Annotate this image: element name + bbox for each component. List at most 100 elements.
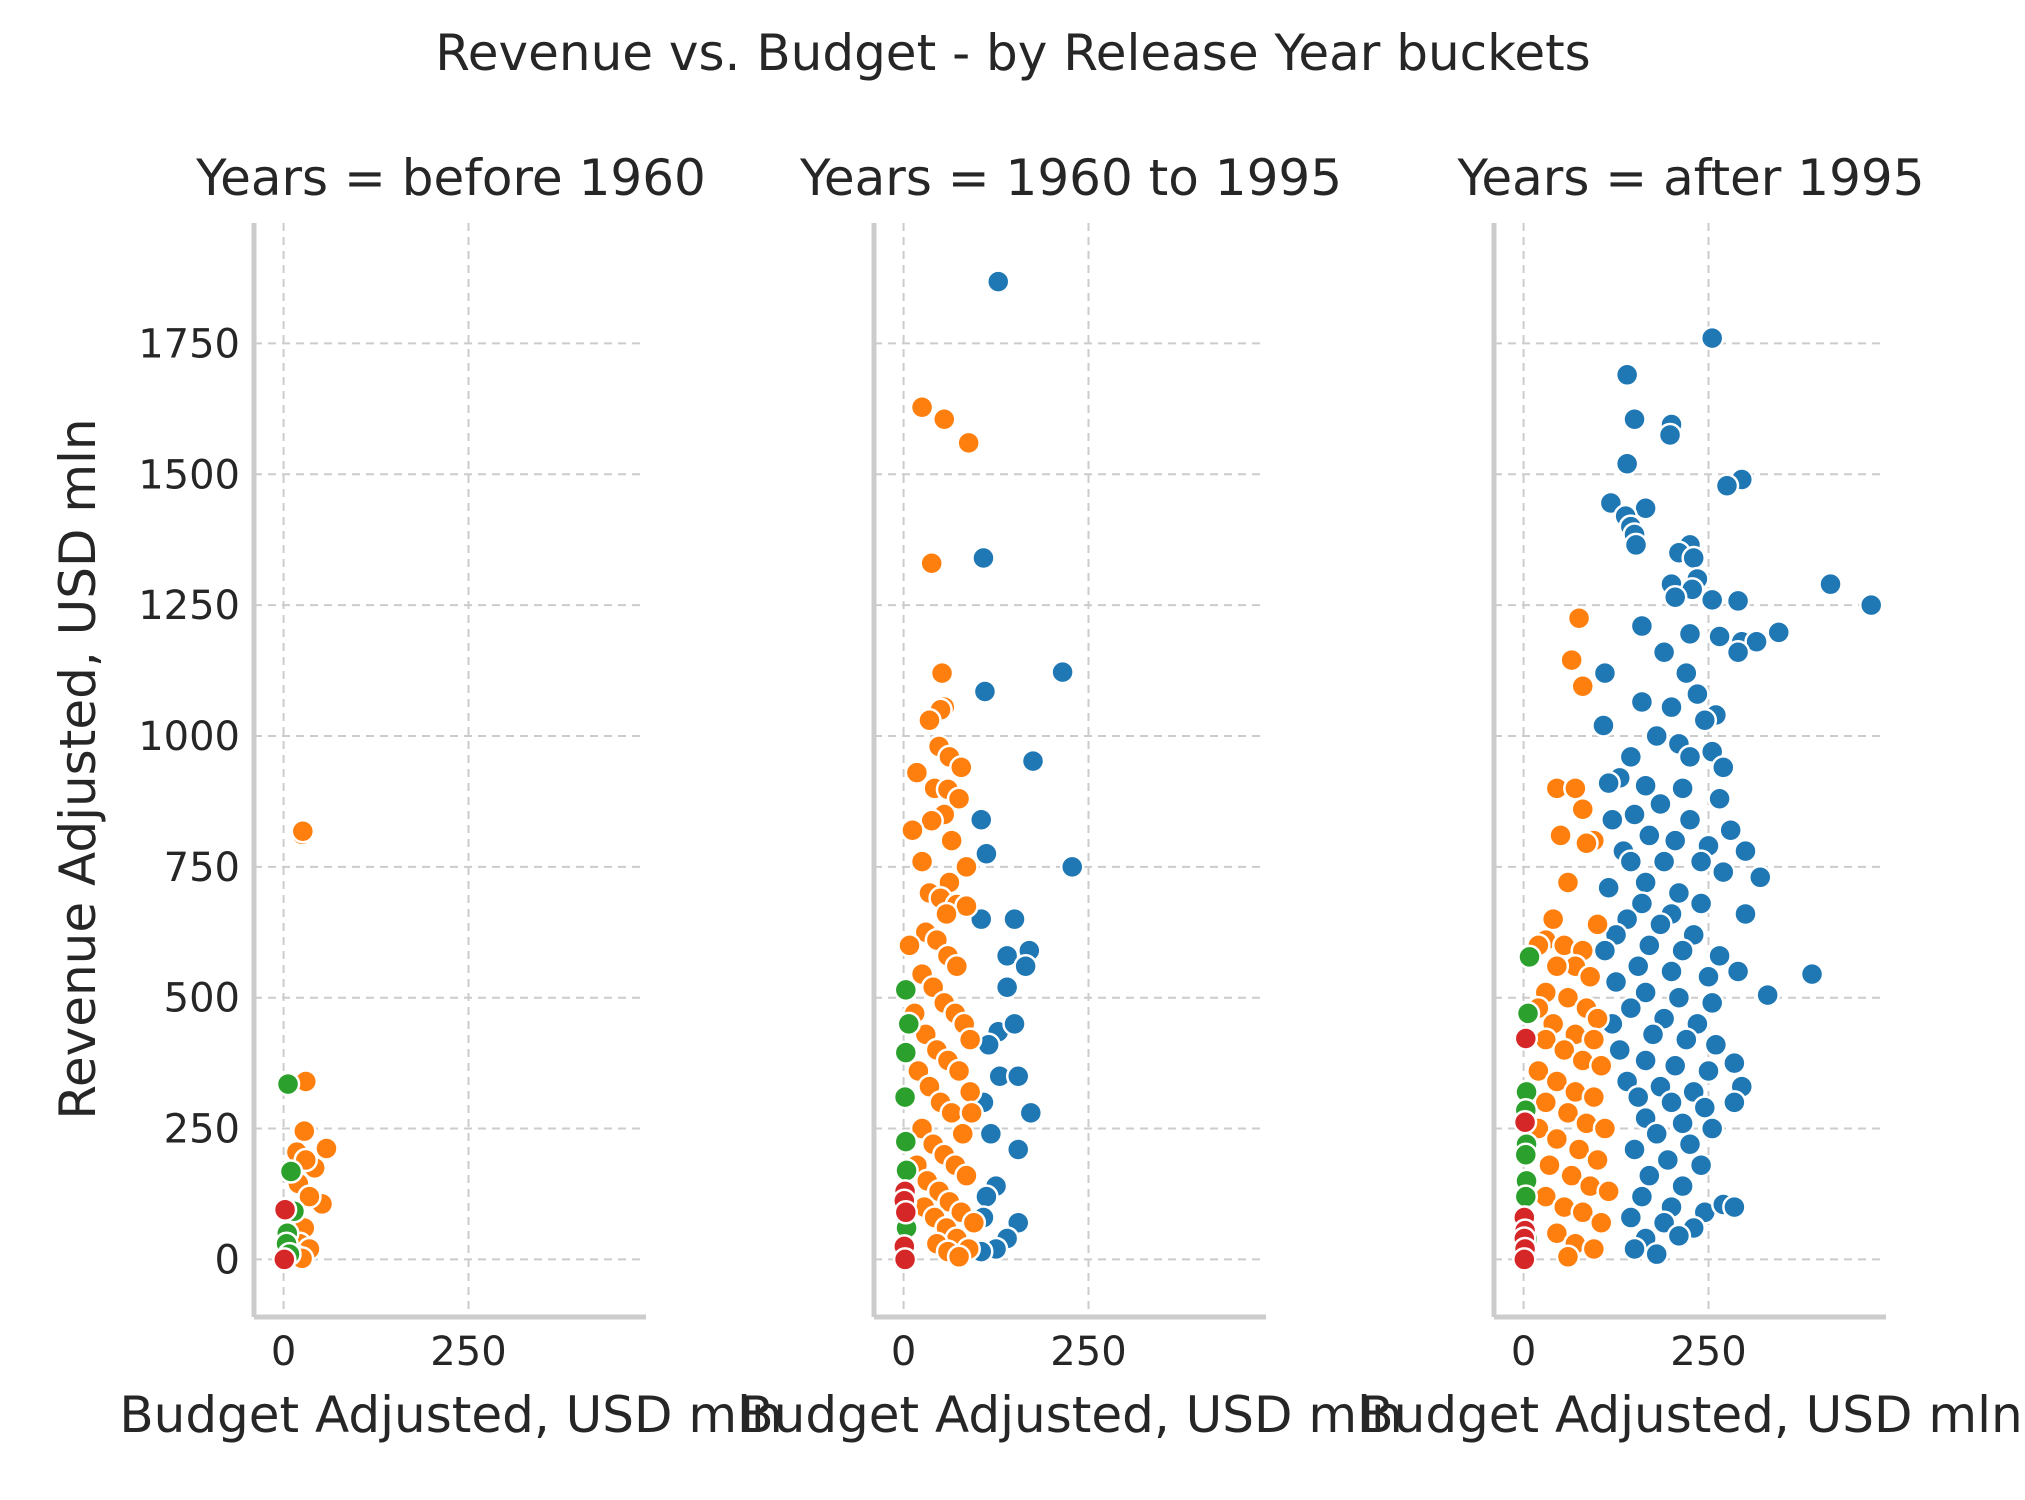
data-point-orange — [1563, 776, 1588, 801]
data-point-blue — [1625, 1084, 1651, 1110]
data-point-blue — [1633, 496, 1658, 521]
x-axis-label: Budget Adjusted, USD mln — [119, 1386, 782, 1444]
data-point-green — [892, 1084, 918, 1110]
data-point-orange — [1588, 1210, 1614, 1236]
data-point-orange — [1585, 912, 1610, 937]
data-point-orange — [954, 893, 979, 919]
data-point-blue — [1707, 943, 1732, 969]
data-point-orange — [897, 933, 922, 958]
data-point-blue — [1725, 639, 1751, 665]
data-point-blue — [1596, 770, 1621, 796]
data-point-blue — [1633, 980, 1658, 1005]
data-point-blue — [1666, 985, 1692, 1010]
data-point-red — [893, 1200, 919, 1225]
data-point-blue — [1666, 1223, 1692, 1249]
data-point-blue — [1748, 865, 1773, 890]
data-point-blue — [1596, 875, 1621, 901]
data-point-blue — [971, 545, 996, 571]
data-point-red — [1513, 1026, 1539, 1051]
data-point-blue — [1614, 362, 1640, 388]
data-point-orange — [1559, 647, 1584, 673]
data-point-orange — [919, 550, 944, 576]
data-point-orange — [1540, 906, 1566, 932]
data-point-blue — [1629, 891, 1655, 916]
data-point-blue — [1677, 1132, 1703, 1157]
data-point-blue — [1618, 849, 1644, 874]
data-point-orange — [919, 808, 944, 834]
data-point-blue — [1618, 995, 1644, 1021]
data-point-orange — [934, 901, 959, 927]
data-point-orange — [1592, 1116, 1618, 1141]
data-point-blue — [1059, 854, 1085, 880]
data-point-green — [1513, 1184, 1539, 1209]
data-point-red — [272, 1247, 297, 1272]
data-point-blue — [986, 269, 1011, 294]
data-point-blue — [1696, 964, 1721, 990]
data-point-blue — [1633, 870, 1658, 895]
data-point-blue — [1681, 545, 1706, 571]
data-point-orange — [1570, 673, 1596, 699]
data-point-blue — [1623, 532, 1649, 558]
data-point-blue — [1600, 807, 1625, 832]
data-point-blue — [1725, 959, 1751, 984]
data-point-blue — [1674, 1027, 1699, 1052]
data-point-green — [893, 1129, 919, 1154]
data-point-blue — [1699, 325, 1725, 351]
data-point-blue — [1677, 807, 1703, 832]
data-point-blue — [1733, 838, 1758, 864]
data-point-orange — [904, 760, 930, 785]
y-tick-label: 250 — [164, 1107, 240, 1153]
data-point-green — [893, 977, 919, 1003]
data-point-green — [1515, 1001, 1541, 1026]
x-tick-label: 0 — [1511, 1329, 1536, 1375]
data-point-orange — [950, 1121, 976, 1147]
data-point-blue — [1614, 451, 1640, 477]
data-point-green — [275, 1071, 301, 1097]
data-point-blue — [1592, 660, 1618, 686]
y-tick-label: 1750 — [138, 321, 240, 367]
data-point-orange — [946, 1058, 972, 1084]
data-point-orange — [292, 1118, 317, 1144]
panel-title: Years = after 1995 — [1456, 149, 1924, 207]
data-point-blue — [1722, 1090, 1747, 1115]
data-point-red — [1512, 1247, 1537, 1272]
data-point-green — [1513, 1142, 1539, 1167]
data-point-orange — [1596, 1179, 1621, 1204]
data-point-blue — [1799, 961, 1825, 987]
data-point-green — [893, 1040, 919, 1065]
data-point-green — [278, 1159, 304, 1184]
data-point-blue — [1677, 621, 1703, 647]
data-point-blue — [1018, 1100, 1044, 1126]
data-point-orange — [1544, 1126, 1570, 1152]
data-point-green — [1517, 944, 1542, 970]
panel-1: 0 250 Years = 1960 to 1995 Budget Adjusted,… — [739, 149, 1402, 1444]
data-point-blue — [1644, 723, 1669, 749]
data-point-blue — [1670, 1173, 1695, 1199]
data-point-blue — [1637, 823, 1662, 848]
data-point-red — [892, 1247, 918, 1272]
y-tick-label: 500 — [164, 976, 240, 1022]
data-point-orange — [956, 430, 981, 456]
data-point-blue — [1633, 773, 1658, 798]
data-point-blue — [1688, 891, 1714, 916]
data-point-orange — [1548, 823, 1573, 848]
data-point-blue — [968, 807, 994, 832]
data-point-orange — [290, 818, 316, 844]
data-point-orange — [1555, 1100, 1581, 1126]
data-point-green — [894, 1158, 919, 1183]
data-point-blue — [972, 679, 998, 704]
data-point-orange — [314, 1136, 339, 1161]
data-point-blue — [1685, 681, 1710, 707]
x-tick-label: 250 — [1050, 1329, 1126, 1375]
data-point-blue — [978, 1121, 1004, 1147]
data-point-blue — [1622, 1236, 1647, 1262]
data-point-blue — [1648, 791, 1673, 817]
data-point-blue — [974, 1184, 999, 1209]
data-point-blue — [1651, 639, 1677, 665]
data-point-blue — [1718, 817, 1743, 843]
data-point-red — [272, 1197, 298, 1222]
data-point-blue — [1662, 828, 1688, 853]
data-point-orange — [917, 708, 942, 733]
